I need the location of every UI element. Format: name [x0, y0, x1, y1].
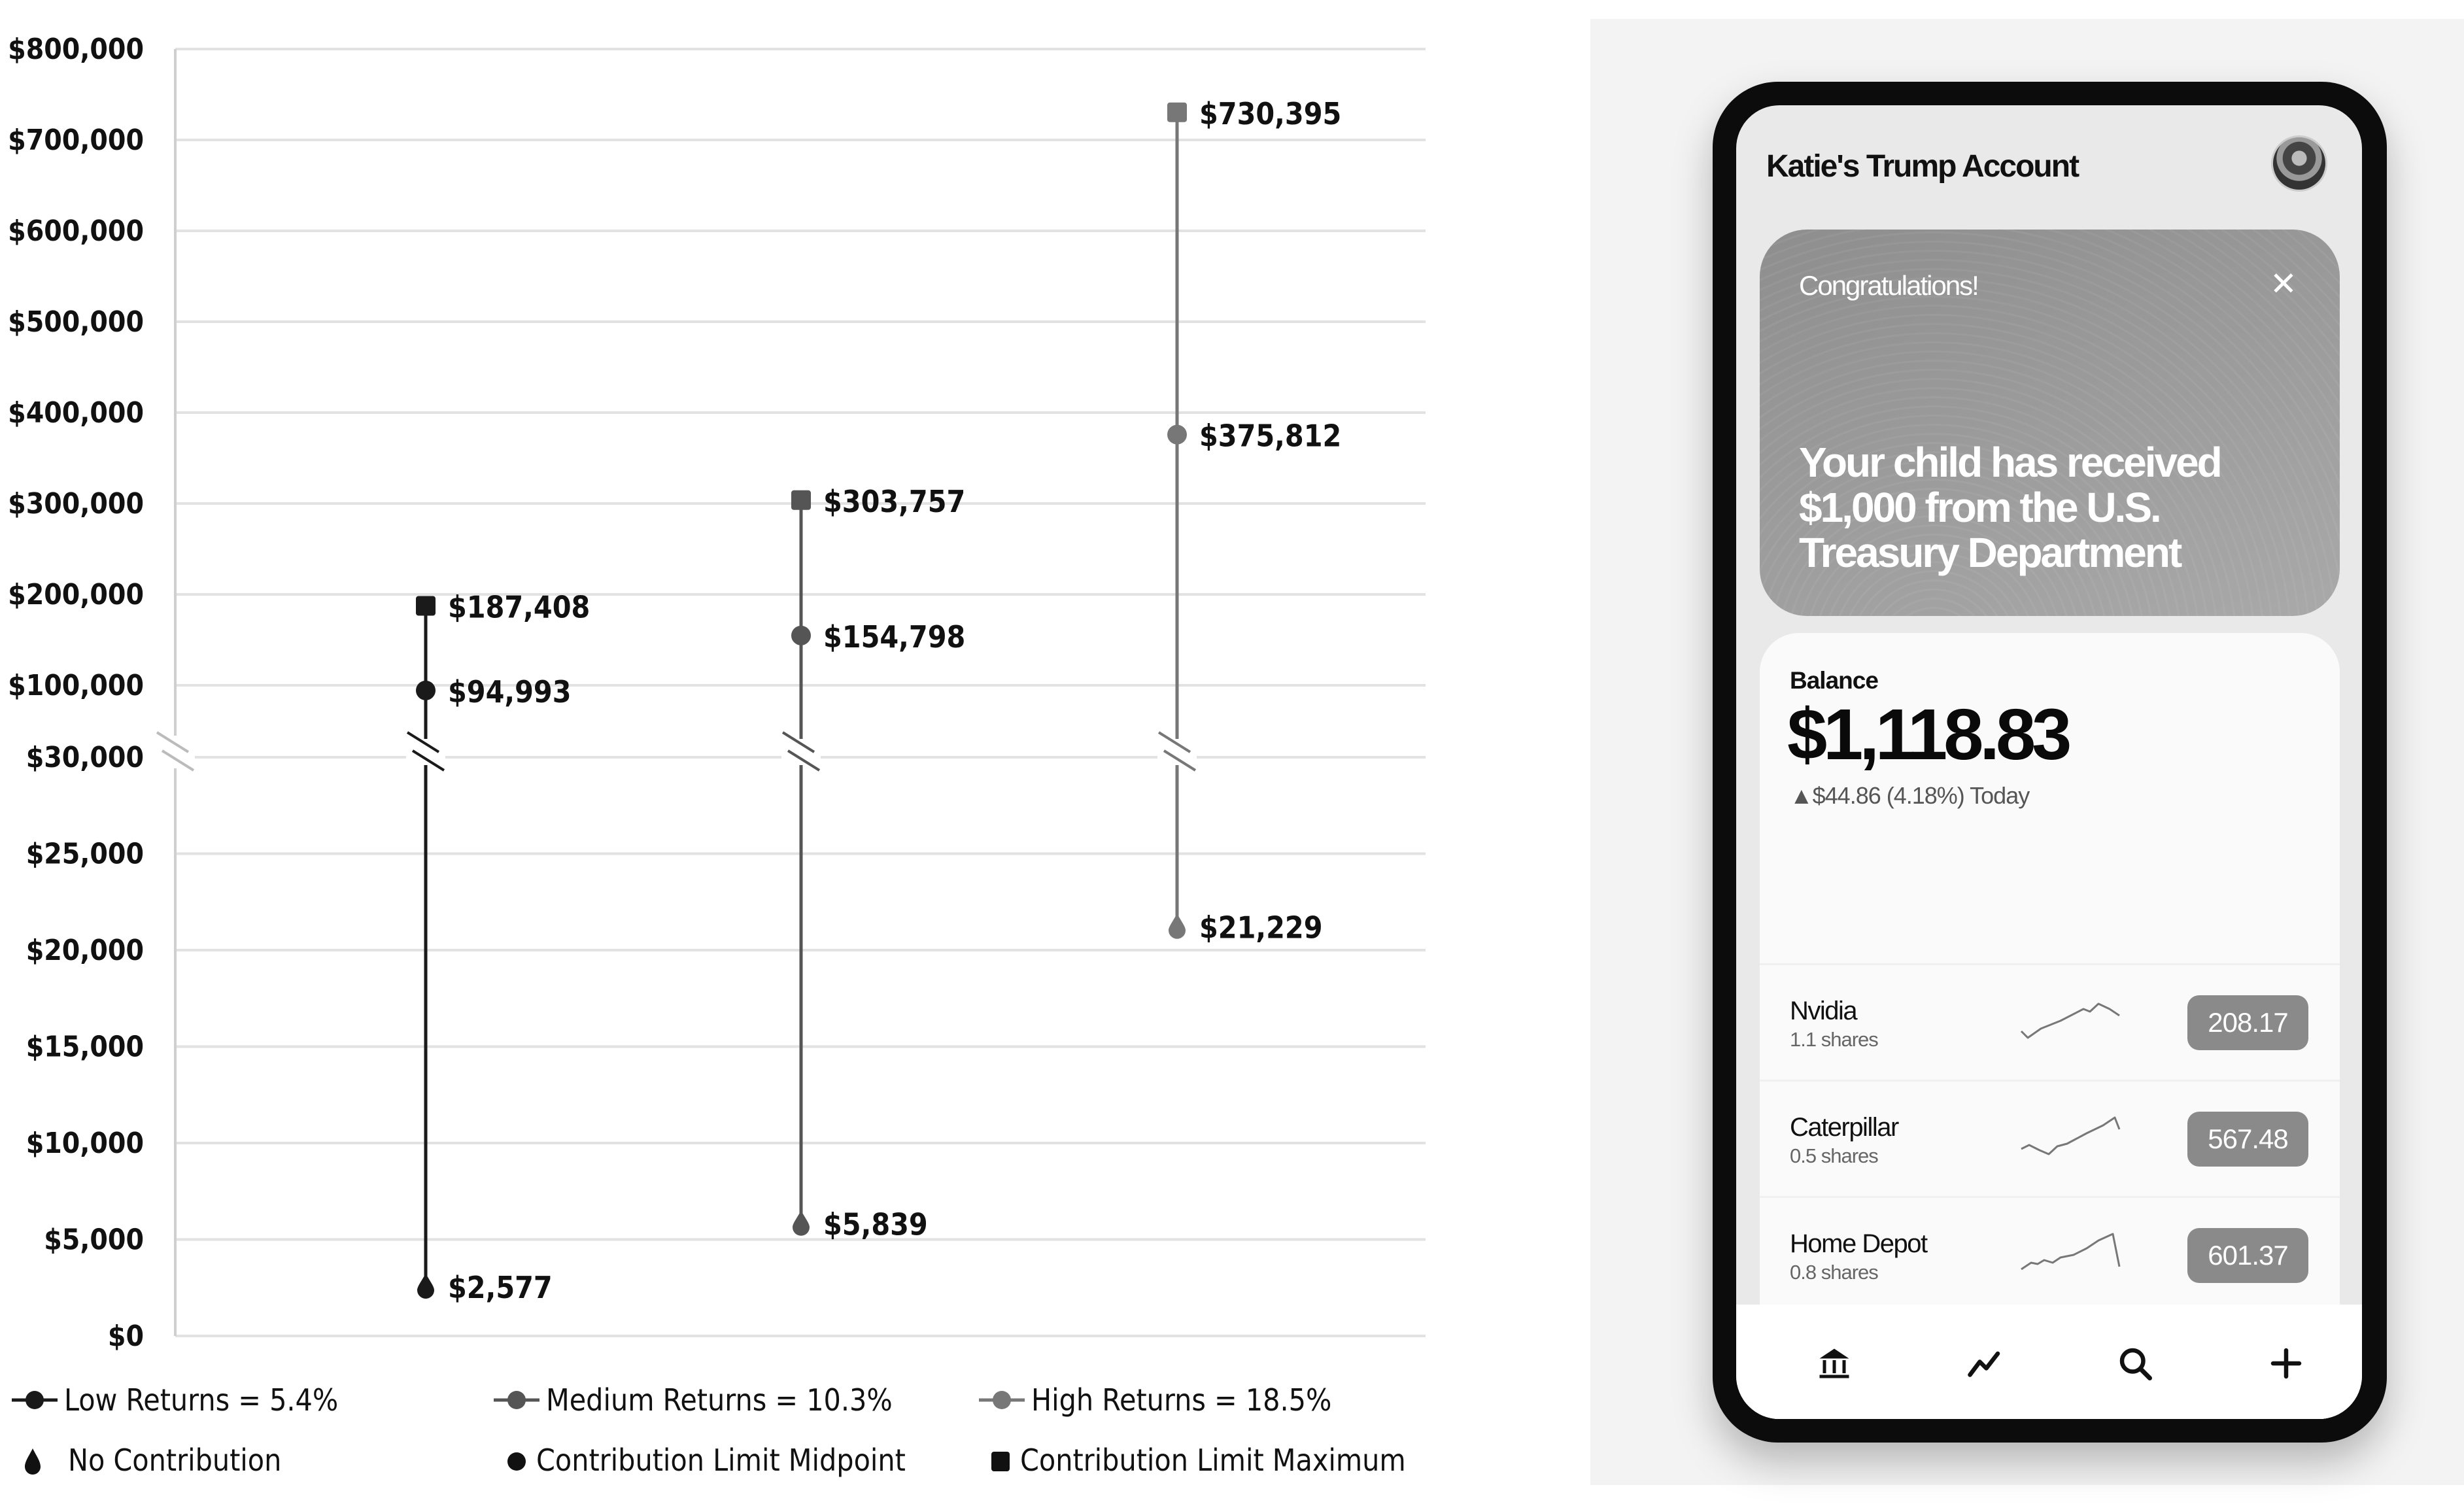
- data-label: $5,839: [823, 1207, 928, 1242]
- data-label: $2,577: [448, 1270, 553, 1305]
- y-tick-label: $5,000: [44, 1223, 144, 1257]
- circle-marker-icon: [507, 1452, 526, 1471]
- legend-line-marker-icon: [494, 1391, 539, 1409]
- midpoint-marker: [791, 625, 811, 645]
- maximum-marker: [791, 490, 811, 510]
- data-label: $187,408: [448, 590, 590, 625]
- y-tick-label: $20,000: [26, 934, 144, 967]
- data-label: $21,229: [1199, 910, 1323, 946]
- close-icon[interactable]: ✕: [2270, 265, 2297, 302]
- holding-shares: 0.8 shares: [1790, 1261, 1879, 1284]
- phone-frame: Katie's Trump Account Congratulations! ✕…: [1713, 82, 2387, 1443]
- data-label: $303,757: [823, 484, 965, 519]
- sparkline-icon: [2021, 1116, 2121, 1155]
- legend-label: No Contribution: [68, 1443, 282, 1478]
- holding-row[interactable]: Home Depot 0.8 shares 601.37: [1760, 1196, 2340, 1314]
- y-tick-label: $25,000: [26, 838, 144, 871]
- axis-break-icon: [787, 749, 821, 772]
- legend-label: Low Returns = 5.4%: [64, 1382, 339, 1418]
- holding-row[interactable]: Caterpillar 0.5 shares 567.48: [1760, 1080, 2340, 1198]
- holding-name: Caterpillar: [1790, 1113, 1899, 1142]
- legend-no-contribution: No Contribution: [20, 1443, 281, 1478]
- y-tick-label: $30,000: [26, 741, 144, 774]
- legend-label: Contribution Limit Midpoint: [536, 1443, 906, 1478]
- data-label: $730,395: [1199, 96, 1341, 131]
- axis-break-icon: [411, 749, 445, 772]
- y-tick-label: $300,000: [8, 487, 144, 521]
- legend-maximum: Contribution Limit Maximum: [987, 1443, 1406, 1478]
- price-badge[interactable]: 208.17: [2187, 995, 2308, 1050]
- maximum-marker: [1167, 102, 1187, 122]
- data-label: $94,993: [448, 674, 572, 709]
- price-badge[interactable]: 601.37: [2187, 1228, 2308, 1283]
- y-tick-label: $400,000: [8, 396, 144, 430]
- axis-break-icon: [156, 731, 190, 753]
- midpoint-marker: [416, 680, 436, 700]
- holding-shares: 0.5 shares: [1790, 1144, 1879, 1167]
- axis-break-icon: [1157, 731, 1191, 753]
- bottom-nav: [1736, 1305, 2362, 1419]
- avatar[interactable]: [2271, 135, 2327, 192]
- axis-break-icon: [1163, 749, 1197, 772]
- legend-high-returns: High Returns = 18.5%: [979, 1382, 1331, 1418]
- holding-row[interactable]: Nvidia 1.1 shares 208.17: [1760, 963, 2340, 1082]
- y-tick-label: $600,000: [8, 214, 144, 248]
- sparkline-icon: [2020, 1002, 2120, 1039]
- congratulations-banner: Congratulations! ✕ Your child has receiv…: [1760, 230, 2340, 616]
- data-label: $375,812: [1199, 419, 1341, 454]
- account-title: Katie's Trump Account: [1766, 149, 2079, 184]
- phone-screen: Katie's Trump Account Congratulations! ✕…: [1736, 105, 2362, 1419]
- holding-shares: 1.1 shares: [1790, 1028, 1879, 1051]
- no-contribution-marker: [1169, 913, 1186, 939]
- banner-message: Your child has received $1,000 from the …: [1799, 439, 2223, 576]
- legend-line-marker-icon: [979, 1391, 1025, 1409]
- balance-card: Balance $1,118.83 ▲$44.86 (4.18%) Today …: [1760, 633, 2340, 1419]
- axis-break-icon: [781, 731, 815, 753]
- banner-heading: Congratulations!: [1799, 270, 1979, 301]
- balance-value: $1,118.83: [1787, 694, 2072, 775]
- legend-label: High Returns = 18.5%: [1031, 1382, 1332, 1418]
- teardrop-marker-icon: [25, 1448, 41, 1475]
- legend-low-returns: Low Returns = 5.4%: [12, 1382, 338, 1418]
- y-tick-label: $200,000: [8, 578, 144, 611]
- midpoint-marker: [1167, 424, 1187, 445]
- y-tick-label: $100,000: [8, 669, 144, 702]
- y-tick-label: $10,000: [26, 1127, 144, 1160]
- balance-change: ▲$44.86 (4.18%) Today: [1790, 782, 2030, 809]
- holding-name: Nvidia: [1790, 997, 1858, 1025]
- square-marker-icon: [991, 1452, 1010, 1471]
- returns-chart: $0 $5,000 $10,000 $15,000 $20,000 $25,000 $30,…: [8, 33, 1426, 1353]
- sparkline-icon: [2021, 1233, 2121, 1271]
- legend-midpoint: Contribution Limit Midpoint: [504, 1443, 906, 1478]
- bank-icon[interactable]: [1815, 1344, 1854, 1383]
- legend-medium-returns: Medium Returns = 10.3%: [494, 1382, 893, 1418]
- y-tick-label: $700,000: [8, 124, 144, 157]
- axis-break-icon: [161, 749, 195, 772]
- legend-label: Medium Returns = 10.3%: [546, 1382, 893, 1418]
- y-tick-label: $0: [108, 1320, 144, 1353]
- data-label: $154,798: [823, 619, 965, 655]
- legend-line-marker-icon: [12, 1391, 58, 1409]
- y-tick-label: $500,000: [8, 305, 144, 339]
- no-contribution-marker: [417, 1273, 434, 1299]
- price-badge[interactable]: 567.48: [2187, 1112, 2308, 1167]
- banner-pattern: [1760, 230, 2340, 616]
- maximum-marker: [416, 596, 436, 616]
- legend-label: Contribution Limit Maximum: [1020, 1443, 1406, 1478]
- plus-icon[interactable]: [2267, 1344, 2306, 1383]
- axis-break-icon: [406, 731, 440, 753]
- y-tick-label: $15,000: [26, 1031, 144, 1064]
- holding-name: Home Depot: [1790, 1229, 1928, 1258]
- search-icon[interactable]: [2115, 1344, 2155, 1383]
- y-tick-label: $800,000: [8, 33, 144, 66]
- no-contribution-marker: [793, 1210, 810, 1236]
- balance-label: Balance: [1790, 667, 1879, 694]
- trending-icon[interactable]: [1965, 1344, 2004, 1383]
